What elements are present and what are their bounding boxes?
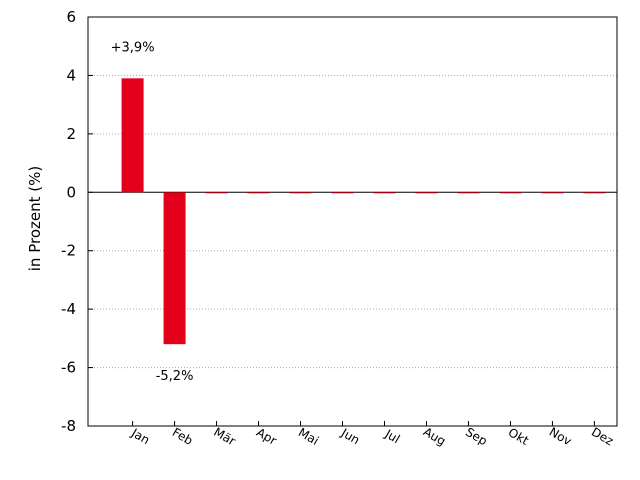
x-tick-label: Jul <box>382 426 402 446</box>
bar-jul <box>373 192 396 194</box>
data-label-jan: +3,9% <box>111 40 155 55</box>
bar-nov <box>541 192 564 194</box>
bar-apr <box>247 192 270 194</box>
bars <box>121 78 606 345</box>
y-tick-label: 4 <box>66 66 76 84</box>
x-tick-label: Dez <box>589 425 616 449</box>
bar-okt <box>499 192 522 194</box>
x-tick-label: Feb <box>170 425 195 448</box>
bar-mai <box>289 192 312 194</box>
bar-jun <box>331 192 354 194</box>
x-tick-label: Nov <box>547 425 574 449</box>
y-tick-label: -8 <box>61 417 76 435</box>
data-label-feb: -5,2% <box>156 369 194 384</box>
bar-feb <box>163 192 186 345</box>
y-tick-labels: 6 4 2 0 -2 -4 -6 -8 <box>61 8 76 435</box>
plot-frame <box>87 16 618 427</box>
data-labels: +3,9% -5,2% <box>111 40 194 384</box>
x-tick-label: Jun <box>338 425 362 447</box>
y-tick-label: 0 <box>66 183 76 201</box>
bar-jan <box>121 78 144 193</box>
y-axis-title: in Prozent (%) <box>26 166 44 271</box>
y-tick-label: -2 <box>61 242 76 260</box>
y-tick-label: -4 <box>61 300 76 318</box>
bar-sep <box>457 192 480 194</box>
y-tick-label: 2 <box>66 125 76 143</box>
y-tick-label: 6 <box>66 8 76 26</box>
x-tick-label: Apr <box>254 425 279 448</box>
bar-mär <box>205 192 228 194</box>
bar-aug <box>415 192 438 194</box>
x-tick-label: Okt <box>506 425 532 448</box>
x-tick-label: Jan <box>128 425 152 447</box>
bar-dez <box>583 192 606 194</box>
x-tick-labels: Jan Feb Mär Apr Mai Jun Jul Aug Sep Okt Nov Dez <box>128 421 616 448</box>
y-tick-label: -6 <box>61 359 76 377</box>
x-tick-label: Mär <box>211 425 238 448</box>
x-tick-label: Aug <box>421 425 448 449</box>
x-tick-label: Sep <box>463 425 490 448</box>
x-tick-label: Mai <box>296 425 321 448</box>
